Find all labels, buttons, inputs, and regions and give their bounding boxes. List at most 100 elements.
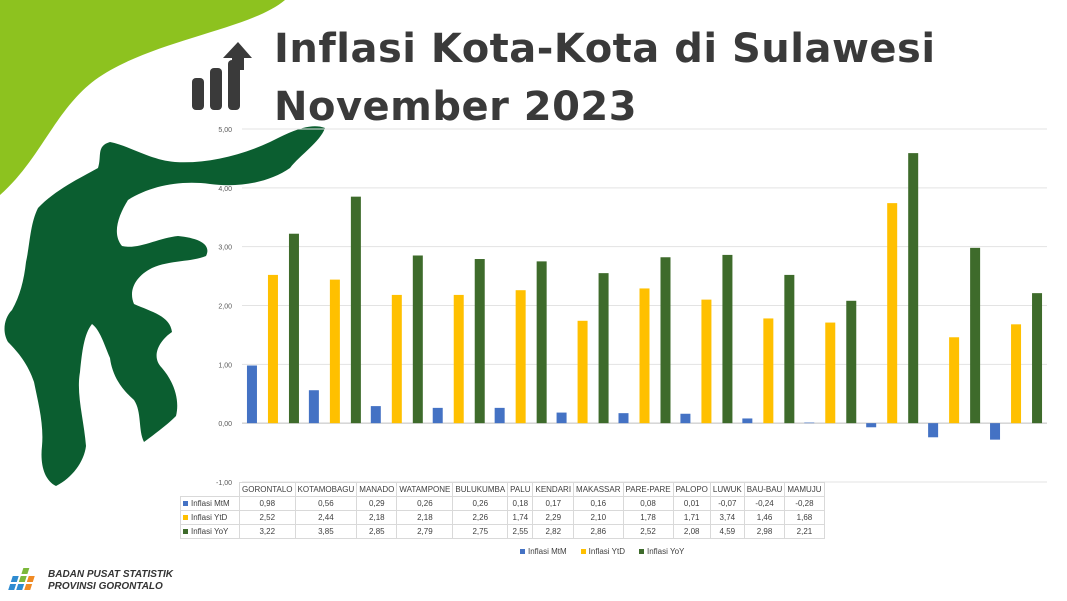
bar-yoy — [412, 255, 423, 424]
table-header-cell: KOTAMOBAGU — [294, 482, 358, 497]
legend-item-mtm: Inflasi MtM — [520, 547, 567, 556]
bar-mtm — [246, 365, 257, 424]
legend-label: Inflasi YoY — [646, 547, 685, 556]
table-cell: -0,28 — [784, 496, 825, 511]
bar-yoy — [288, 233, 299, 424]
bar-mtm — [990, 423, 1001, 440]
table-cell: 2,08 — [672, 524, 711, 539]
table-header-cell: BULUKUMBA — [452, 482, 509, 497]
table-cell: 0,17 — [532, 496, 575, 511]
legend-swatch-yoy — [638, 549, 644, 554]
table-cell: 2,44 — [294, 510, 358, 525]
table-cell: 1,74 — [507, 510, 534, 525]
table-row-label: Inflasi MtM — [180, 496, 240, 511]
table-cell: -0,24 — [743, 496, 786, 511]
table-header-cell: LUWUK — [709, 482, 745, 497]
bar-ytd — [577, 320, 588, 424]
bar-ytd — [763, 318, 774, 424]
legend-swatch-mtm — [520, 549, 525, 554]
table-cell: 2,82 — [532, 524, 575, 539]
legend-item-ytd: Inflasi YtD — [580, 547, 625, 556]
data-table: GORONTALO KOTAMOBAGU MANADO WATAMPONE BU… — [180, 482, 825, 539]
page-title: Inflasi Kota-Kota di Sulawesi November 2… — [274, 20, 936, 136]
bar-mtm — [680, 413, 691, 424]
bar-ytd — [887, 203, 898, 424]
table-header-cell: MAMUJU — [784, 482, 825, 497]
bar-ytd — [1011, 324, 1022, 424]
bar-yoy — [970, 247, 981, 424]
bar-mtm — [494, 407, 505, 424]
table-header-row: GORONTALO KOTAMOBAGU MANADO WATAMPONE BU… — [180, 482, 825, 497]
table-corner-cell — [180, 482, 240, 497]
table-cell: 1,46 — [743, 510, 786, 525]
table-cell: 0,01 — [672, 496, 711, 511]
table-cell: 2,85 — [356, 524, 398, 539]
bar-yoy — [536, 261, 547, 424]
bar-mtm — [866, 423, 877, 428]
table-cell: 2,86 — [573, 524, 624, 539]
legend-label: Inflasi YtD — [588, 547, 625, 556]
bar-yoy — [598, 273, 609, 424]
table-row-label: Inflasi YtD — [180, 510, 240, 525]
chart-legend: Inflasi MtM Inflasi YtD Inflasi YoY — [520, 547, 684, 556]
table-cell: 2,98 — [743, 524, 786, 539]
table-row-mtm: Inflasi MtM 0,98 0,56 0,29 0,26 0,26 0,1… — [180, 496, 825, 511]
table-header-cell: BAU-BAU — [743, 482, 786, 497]
y-tick-label: 4,00 — [218, 186, 232, 193]
legend-swatch-yoy — [183, 529, 188, 535]
table-cell: 0,56 — [294, 496, 358, 511]
table-cell: 0,08 — [622, 496, 674, 511]
table-cell: 3,74 — [709, 510, 745, 525]
bar-yoy — [784, 274, 795, 424]
growth-bar-arrow-icon — [192, 42, 252, 110]
table-cell: 2,10 — [573, 510, 624, 525]
table-cell: 2,18 — [356, 510, 398, 525]
table-header-cell: MANADO — [356, 482, 398, 497]
table-cell: 2,18 — [396, 510, 454, 525]
bar-ytd — [701, 299, 712, 424]
bar-yoy — [908, 153, 919, 424]
table-header-cell: PARE-PARE — [622, 482, 674, 497]
legend-label: Inflasi MtM — [528, 547, 567, 556]
bar-mtm — [928, 423, 939, 438]
table-cell: 0,29 — [356, 496, 398, 511]
y-tick-label: 3,00 — [218, 245, 232, 252]
bps-logo-icon — [8, 568, 35, 590]
footer-branding: BADAN PUSAT STATISTIK PROVINSI GORONTALO — [6, 566, 173, 596]
title-line-1: Inflasi Kota-Kota di Sulawesi — [274, 26, 936, 72]
table-row-ytd: Inflasi YtD 2,52 2,44 2,18 2,18 2,26 1,7… — [180, 510, 825, 525]
row-label-text: Inflasi YoY — [191, 527, 229, 536]
table-header-cell: GORONTALO — [239, 482, 296, 497]
bar-mtm — [308, 390, 319, 424]
bar-mtm — [742, 418, 753, 424]
table-cell: 4,59 — [709, 524, 745, 539]
table-cell: 1,78 — [622, 510, 674, 525]
y-tick-label: 2,00 — [218, 304, 232, 311]
table-cell: -0,07 — [709, 496, 745, 511]
table-cell: 0,26 — [396, 496, 454, 511]
legend-swatch-ytd — [183, 515, 188, 521]
bar-yoy — [350, 196, 361, 424]
bar-mtm — [804, 422, 815, 424]
table-header-cell: MAKASSAR — [573, 482, 624, 497]
bar-ytd — [949, 337, 960, 424]
y-tick-label: 5,00 — [218, 127, 232, 134]
sulawesi-map-icon — [4, 126, 326, 487]
bar-mtm — [556, 412, 567, 424]
table-cell: 2,75 — [452, 524, 509, 539]
bar-ytd — [515, 290, 526, 424]
legend-swatch-ytd — [580, 549, 586, 554]
legend-item-yoy: Inflasi YoY — [638, 547, 685, 556]
footer-line-1: BADAN PUSAT STATISTIK — [48, 569, 173, 580]
table-cell: 2,79 — [396, 524, 454, 539]
bar-ytd — [453, 294, 464, 424]
footer-line-2: PROVINSI GORONTALO — [48, 581, 163, 592]
table-cell: 3,85 — [294, 524, 358, 539]
bar-yoy — [1032, 293, 1043, 424]
table-cell: 2,26 — [452, 510, 509, 525]
table-row-yoy: Inflasi YoY 3,22 3,85 2,85 2,79 2,75 2,5… — [180, 524, 825, 539]
row-label-text: Inflasi MtM — [191, 499, 230, 508]
bar-mtm — [432, 407, 443, 424]
corner-decoration — [0, 0, 285, 195]
bar-ytd — [267, 274, 278, 424]
